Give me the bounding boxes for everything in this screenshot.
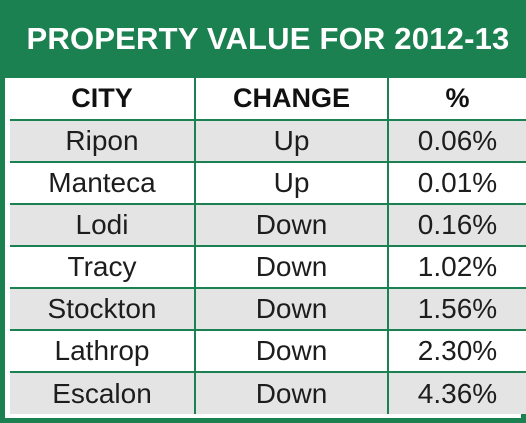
header-row: CITY CHANGE % [10, 78, 526, 121]
percent-cell: 0.06% [387, 119, 526, 163]
table-row: Lathrop Down 2.30% [10, 329, 526, 373]
city-cell: Stockton [10, 287, 196, 331]
table-row: Lodi Down 0.16% [10, 203, 526, 247]
column-header-city: CITY [10, 78, 196, 121]
change-cell: Down [194, 329, 389, 373]
city-cell: Escalon [10, 371, 196, 414]
city-cell: Ripon [10, 119, 196, 163]
percent-cell: 2.30% [387, 329, 526, 373]
table-row: Tracy Down 1.02% [10, 245, 526, 289]
table-row: Ripon Up 0.06% [10, 119, 526, 163]
change-cell: Up [194, 161, 389, 205]
city-cell: Lathrop [10, 329, 196, 373]
column-header-change: CHANGE [194, 78, 389, 121]
table-row: Stockton Down 1.56% [10, 287, 526, 331]
percent-cell: 0.16% [387, 203, 526, 247]
property-value-table: CITY CHANGE % Ripon Up 0.06% Manteca Up … [10, 78, 526, 414]
change-cell: Down [194, 371, 389, 414]
table-row: Manteca Up 0.01% [10, 161, 526, 205]
percent-cell: 1.02% [387, 245, 526, 289]
change-cell: Down [194, 287, 389, 331]
city-cell: Manteca [10, 161, 196, 205]
percent-cell: 0.01% [387, 161, 526, 205]
city-cell: Lodi [10, 203, 196, 247]
percent-cell: 1.56% [387, 287, 526, 331]
table-row: Escalon Down 4.36% [10, 371, 526, 414]
change-cell: Down [194, 203, 389, 247]
change-cell: Up [194, 119, 389, 163]
column-header-percent: % [387, 78, 526, 121]
percent-cell: 4.36% [387, 371, 526, 414]
city-cell: Tracy [10, 245, 196, 289]
change-cell: Down [194, 245, 389, 289]
table-title: PROPERTY VALUE FOR 2012-13 [5, 0, 526, 78]
